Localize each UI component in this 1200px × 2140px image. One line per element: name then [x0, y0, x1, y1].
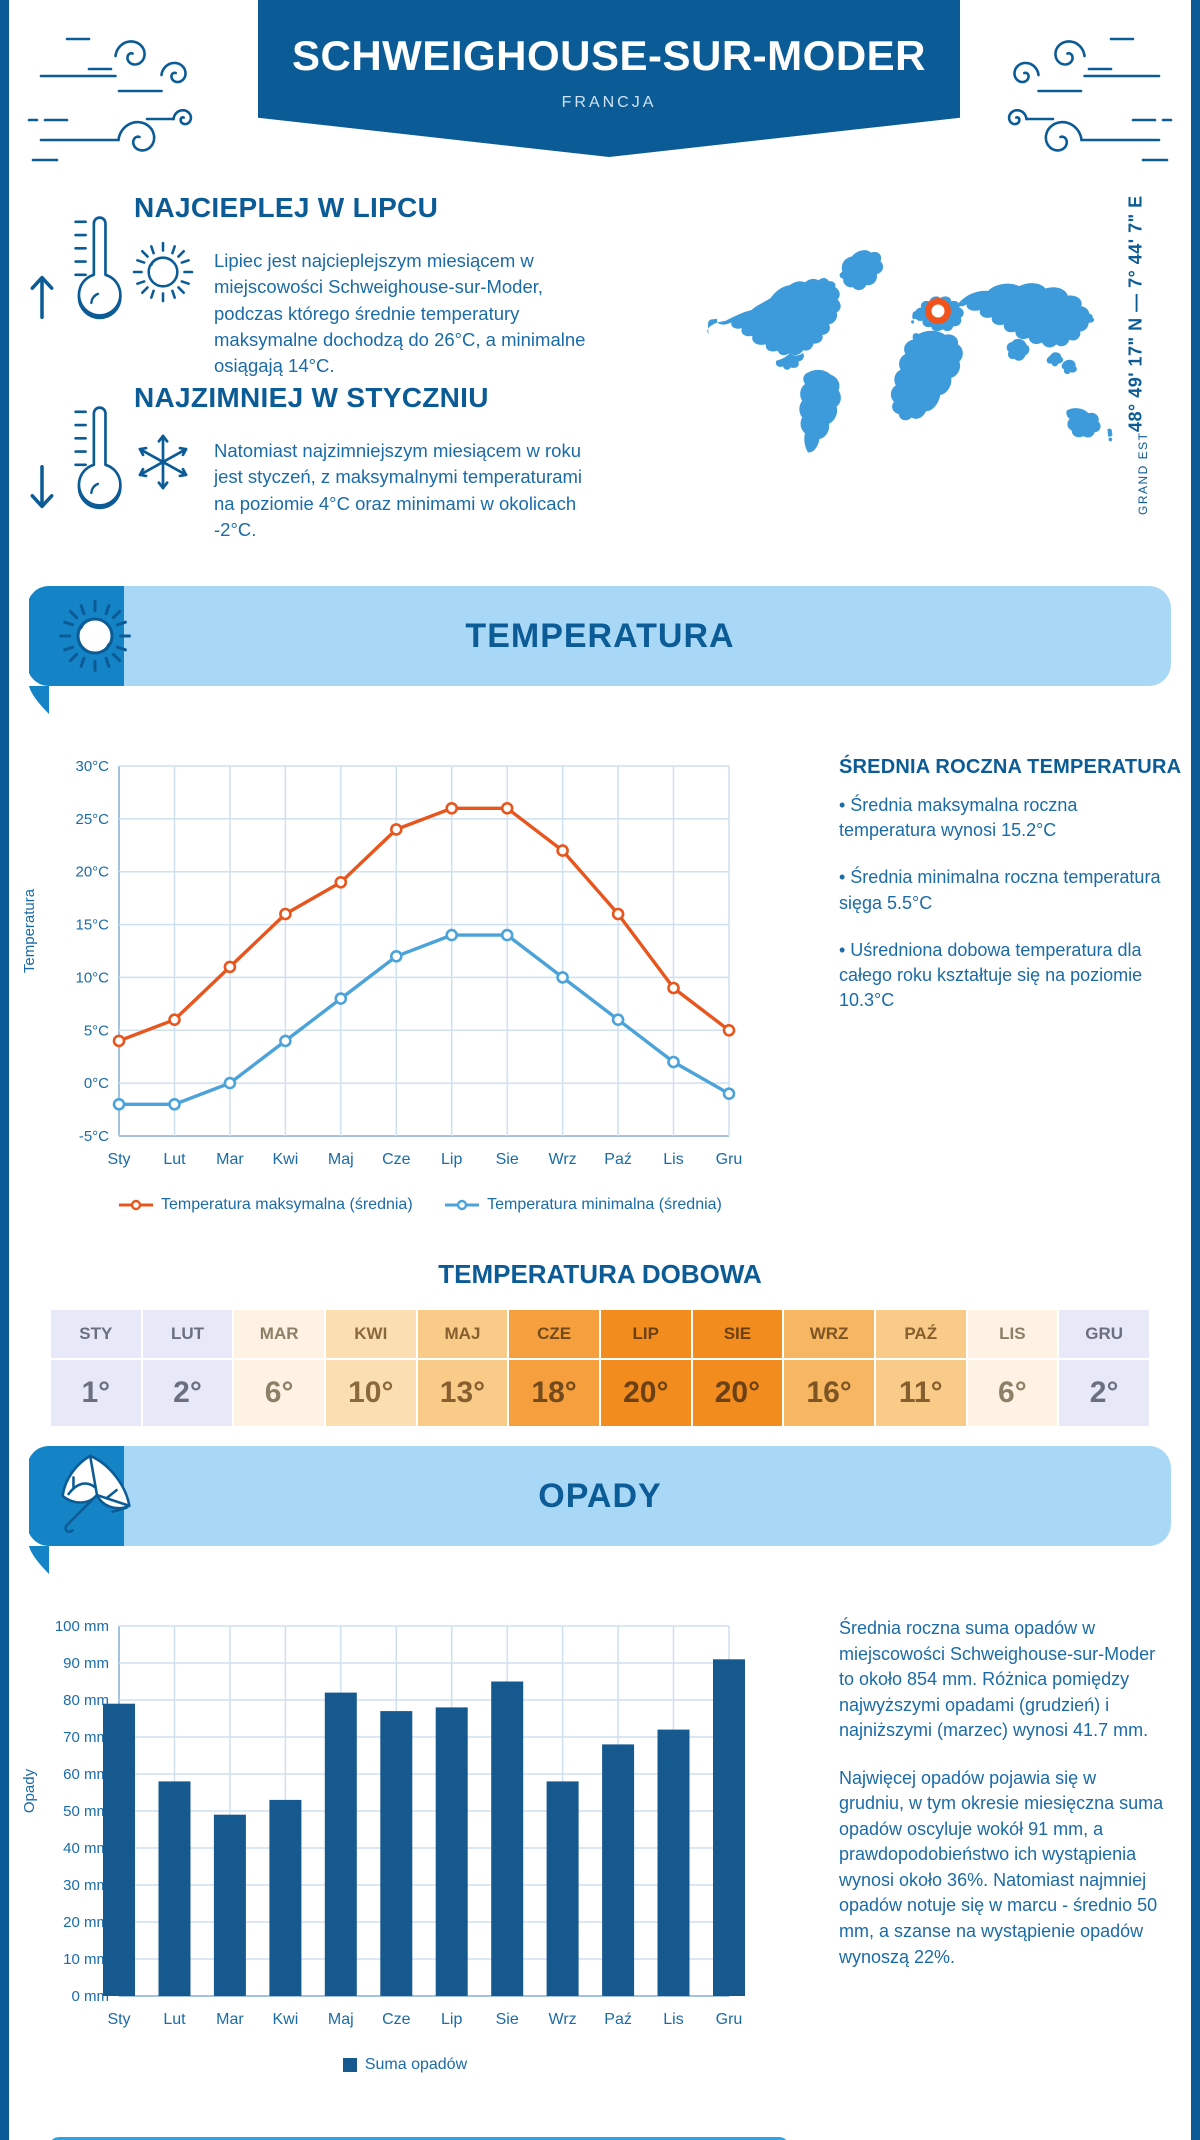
svg-text:30 mm: 30 mm [63, 1877, 109, 1894]
svg-text:Lut: Lut [163, 2011, 186, 2028]
svg-text:25°C: 25°C [75, 811, 109, 828]
svg-text:Lis: Lis [663, 1151, 683, 1168]
svg-text:15°C: 15°C [75, 917, 109, 934]
svg-text:Mar: Mar [216, 2011, 244, 2028]
svg-text:40 mm: 40 mm [63, 1840, 109, 1857]
svg-text:60 mm: 60 mm [63, 1766, 109, 1783]
svg-text:Paź: Paź [604, 1151, 632, 1168]
svg-text:-5°C: -5°C [79, 1128, 109, 1145]
svg-text:Mar: Mar [216, 1151, 244, 1168]
svg-text:Lut: Lut [163, 1151, 186, 1168]
svg-text:Lip: Lip [441, 1151, 462, 1168]
svg-text:Sie: Sie [496, 2011, 519, 2028]
svg-text:Kwi: Kwi [273, 1151, 299, 1168]
svg-text:Sie: Sie [496, 1151, 519, 1168]
svg-text:80 mm: 80 mm [63, 1692, 109, 1709]
svg-text:Gru: Gru [716, 1151, 743, 1168]
svg-text:20°C: 20°C [75, 864, 109, 881]
svg-text:Gru: Gru [716, 2011, 743, 2028]
svg-text:10 mm: 10 mm [63, 1951, 109, 1968]
svg-text:Wrz: Wrz [549, 2011, 577, 2028]
svg-text:Lip: Lip [441, 2011, 462, 2028]
svg-text:Cze: Cze [382, 2011, 411, 2028]
svg-text:0°C: 0°C [84, 1075, 109, 1092]
svg-text:Maj: Maj [328, 2011, 354, 2028]
svg-text:Cze: Cze [382, 1151, 411, 1168]
svg-text:5°C: 5°C [84, 1022, 109, 1039]
svg-text:Sty: Sty [107, 1151, 130, 1168]
svg-text:50 mm: 50 mm [63, 1803, 109, 1820]
svg-text:90 mm: 90 mm [63, 1655, 109, 1672]
svg-text:Maj: Maj [328, 1151, 354, 1168]
svg-text:70 mm: 70 mm [63, 1729, 109, 1746]
svg-text:Kwi: Kwi [273, 2011, 299, 2028]
svg-text:10°C: 10°C [75, 969, 109, 986]
svg-text:Paź: Paź [604, 2011, 632, 2028]
svg-text:30°C: 30°C [75, 758, 109, 775]
svg-text:Sty: Sty [107, 2011, 130, 2028]
svg-text:Wrz: Wrz [549, 1151, 577, 1168]
svg-text:20 mm: 20 mm [63, 1914, 109, 1931]
svg-text:Lis: Lis [663, 2011, 683, 2028]
svg-text:100 mm: 100 mm [55, 1618, 109, 1635]
